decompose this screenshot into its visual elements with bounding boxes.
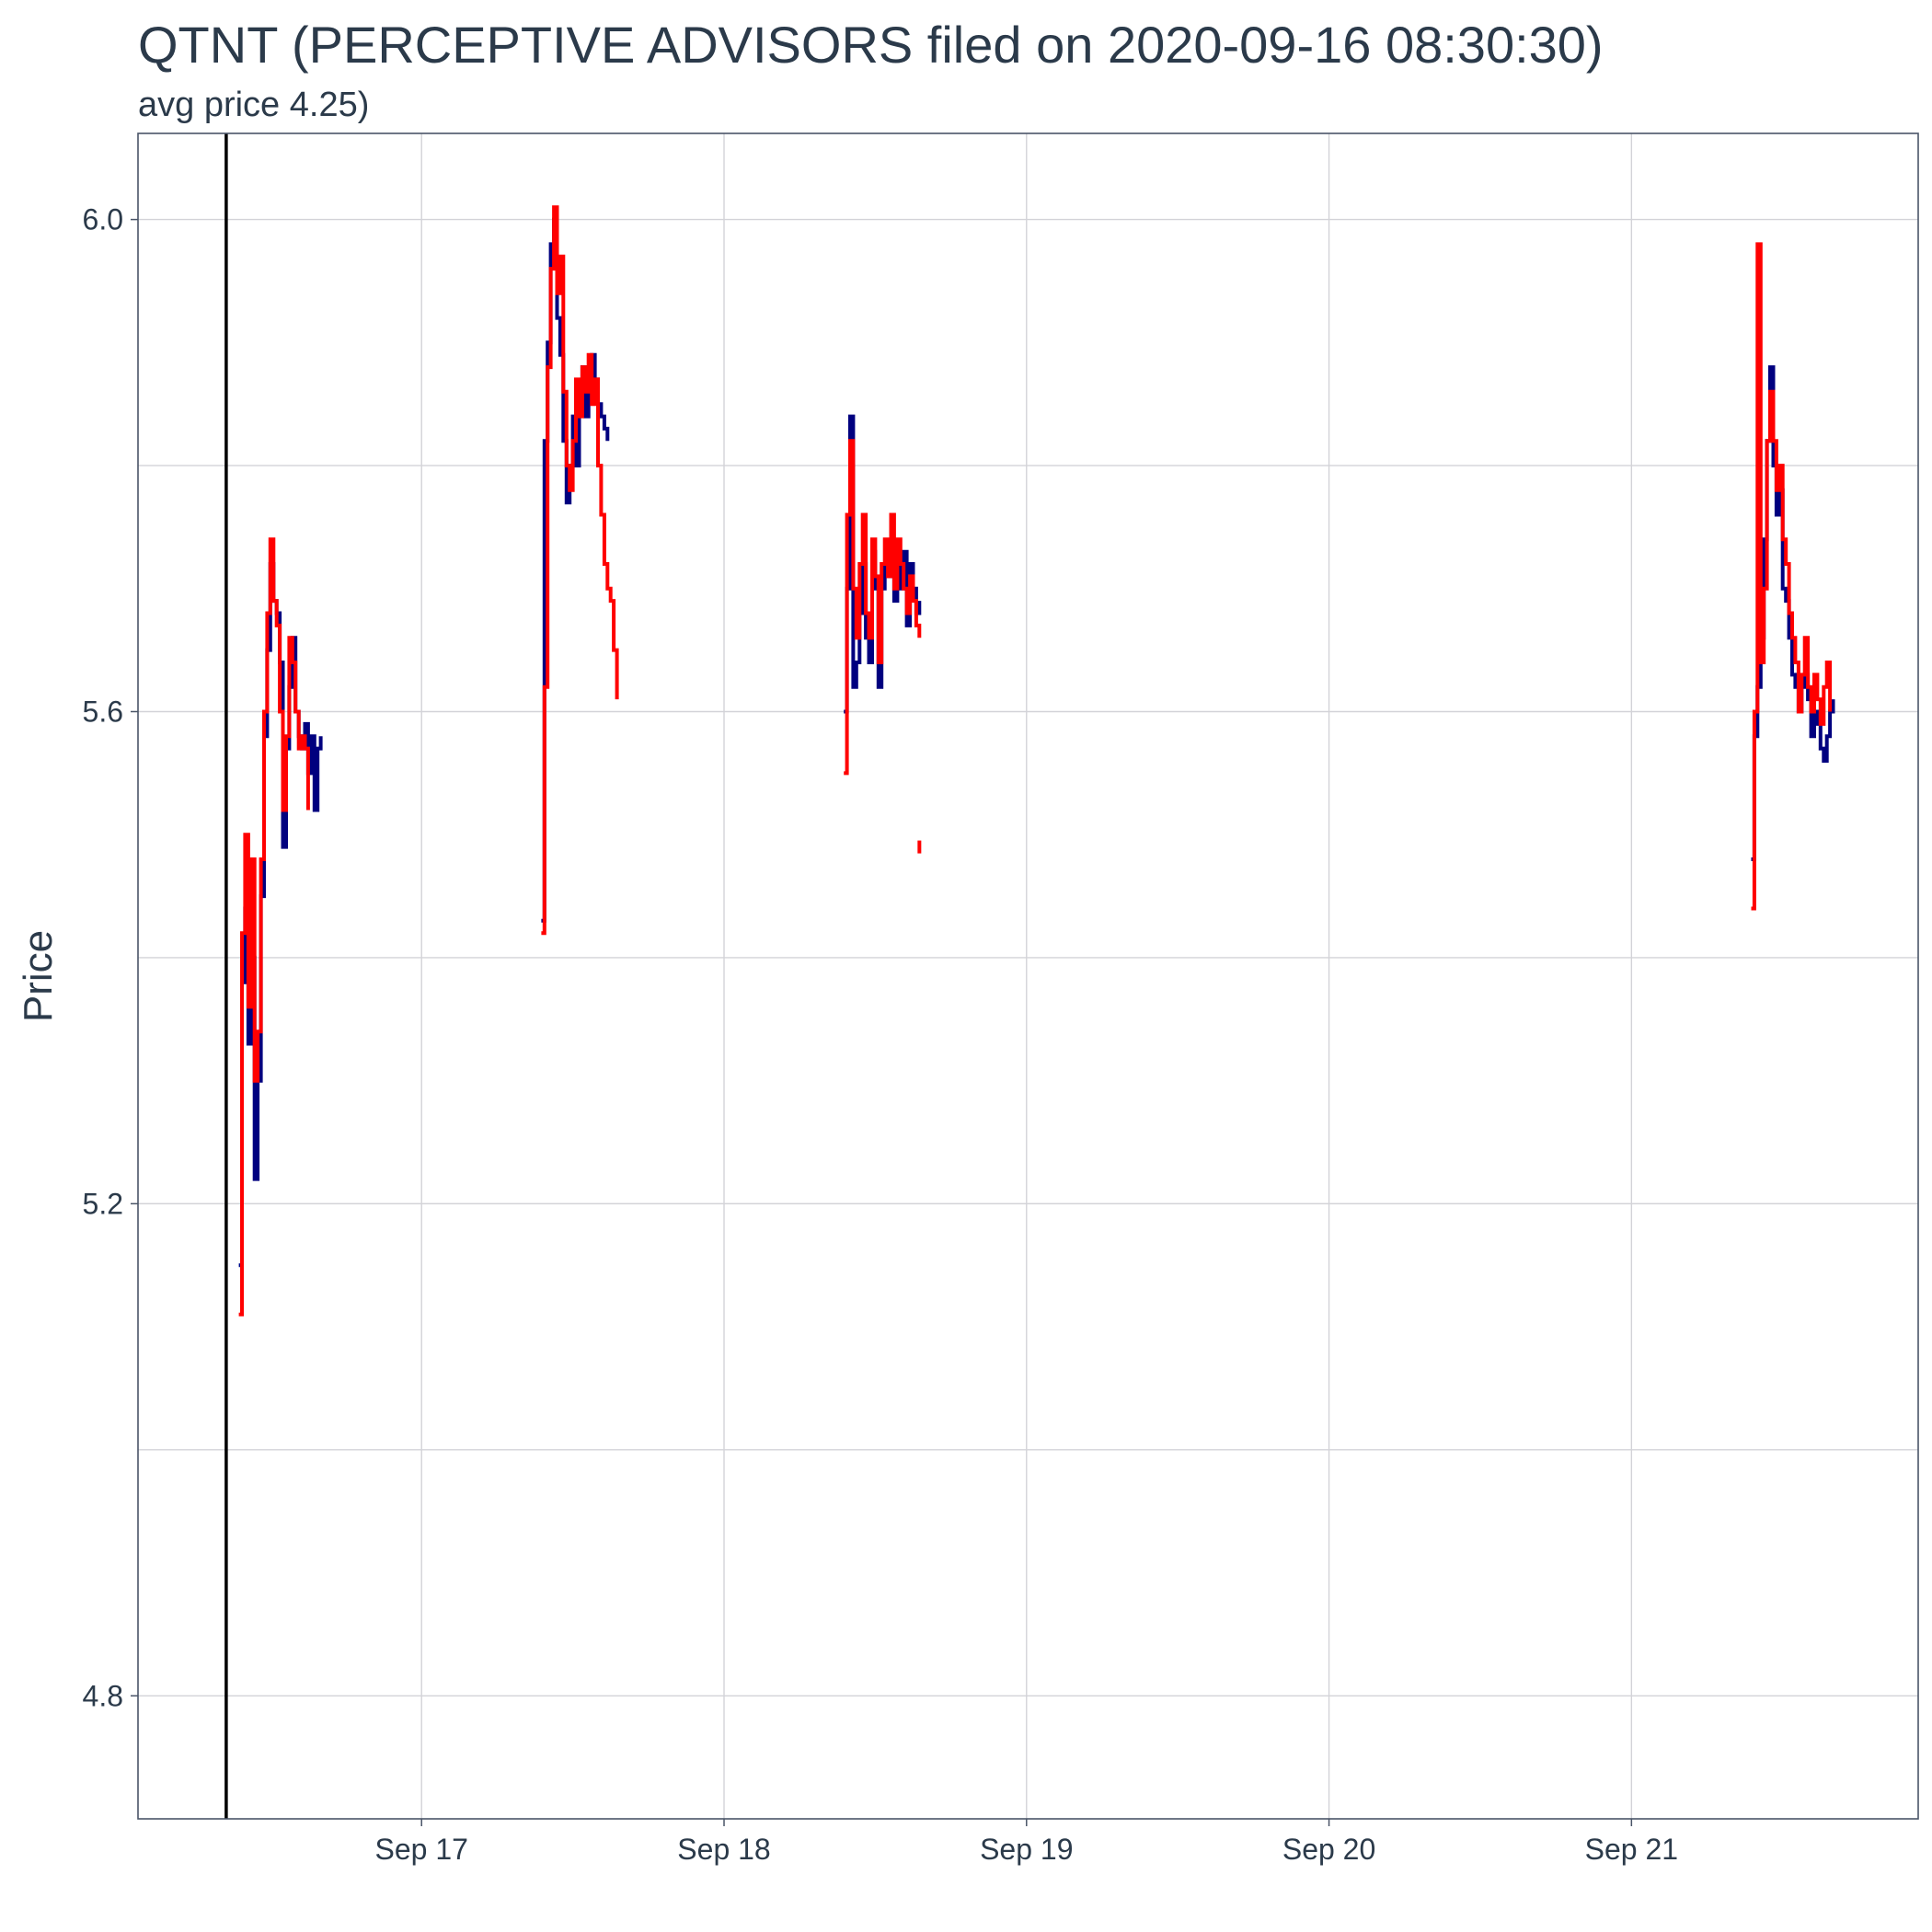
chart-title: QTNT (PERCEPTIVE ADVISORS filed on 2020-… [138,16,1604,74]
y-tick-label: 4.8 [83,1679,123,1712]
y-axis-ticks: 4.8 5.2 5.6 6.0 [83,203,138,1712]
y-axis-title: Price [16,930,61,1022]
x-tick-label: Sep 18 [677,1833,770,1866]
x-tick-label: Sep 20 [1282,1833,1375,1866]
x-tick-label: Sep 21 [1585,1833,1678,1866]
y-tick-label: 5.2 [83,1187,123,1220]
x-tick-label: Sep 19 [980,1833,1073,1866]
series-layer [238,205,1835,1317]
grid [138,133,1918,1819]
y-tick-label: 6.0 [83,203,123,236]
plot-panel [137,132,1919,1820]
series-line-2 [238,205,1833,1317]
x-axis-ticks: Sep 17 Sep 18 Sep 19 Sep 20 Sep 21 [375,1819,1678,1866]
chart-subtitle: avg price 4.25) [138,86,369,124]
y-tick-label: 5.6 [83,695,123,728]
x-tick-label: Sep 17 [375,1833,468,1866]
series-line-1 [238,217,1835,1268]
